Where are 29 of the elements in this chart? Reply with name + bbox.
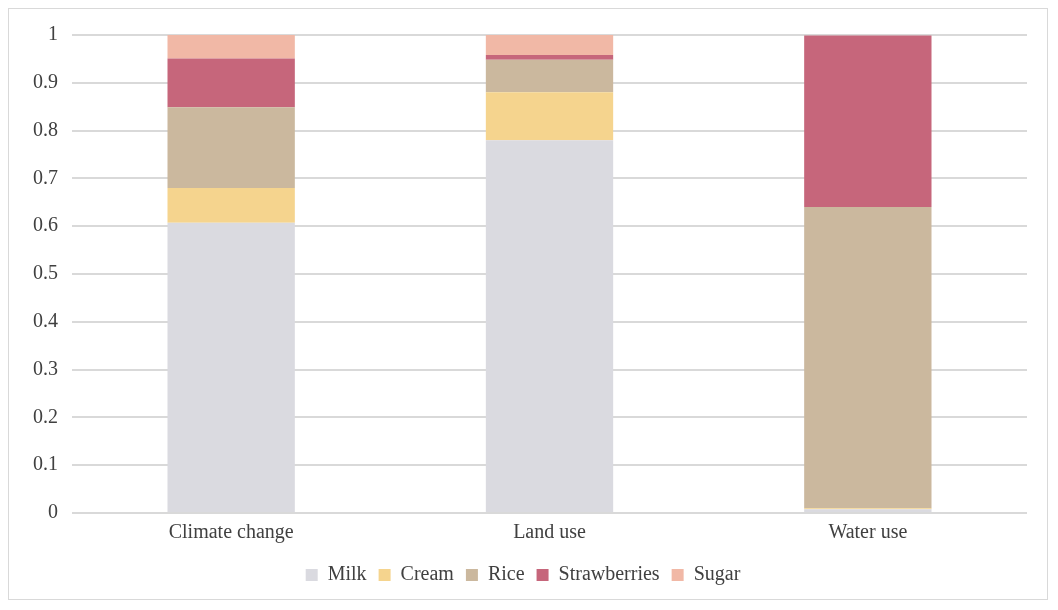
bar — [804, 35, 932, 208]
y-tick-label: 0.1 — [33, 452, 58, 475]
bar — [485, 59, 614, 93]
legend-label: Rice — [487, 562, 525, 585]
x-tick-label: Land use — [513, 520, 586, 543]
bar — [167, 107, 295, 188]
y-tick-label: 0.3 — [33, 356, 58, 379]
y-tick-label: 0.7 — [33, 165, 58, 188]
y-tick-label: 1 — [48, 22, 58, 45]
y-tick-label: 0 — [48, 500, 58, 523]
legend-label: Strawberries — [558, 562, 660, 585]
y-tick-label: 0.4 — [33, 309, 58, 332]
y-tick-label: 0.8 — [33, 117, 58, 140]
bar — [485, 35, 614, 56]
x-tick-label: Water use — [828, 520, 908, 543]
y-tick-label: 0.5 — [33, 261, 58, 284]
bar — [167, 58, 295, 108]
legend-label: Sugar — [693, 562, 741, 586]
bar — [485, 92, 614, 141]
y-tick-label: 0.9 — [33, 70, 58, 93]
bar — [804, 207, 932, 509]
bar — [485, 55, 614, 60]
y-tick-label: 0.2 — [33, 404, 58, 427]
bar — [167, 187, 295, 223]
y-tick-label: 0.6 — [33, 213, 58, 236]
x-tick-label: Climate change — [168, 520, 294, 544]
legend-label: Milk — [327, 562, 367, 585]
bar — [167, 35, 295, 59]
legend-label: Cream — [400, 562, 455, 585]
